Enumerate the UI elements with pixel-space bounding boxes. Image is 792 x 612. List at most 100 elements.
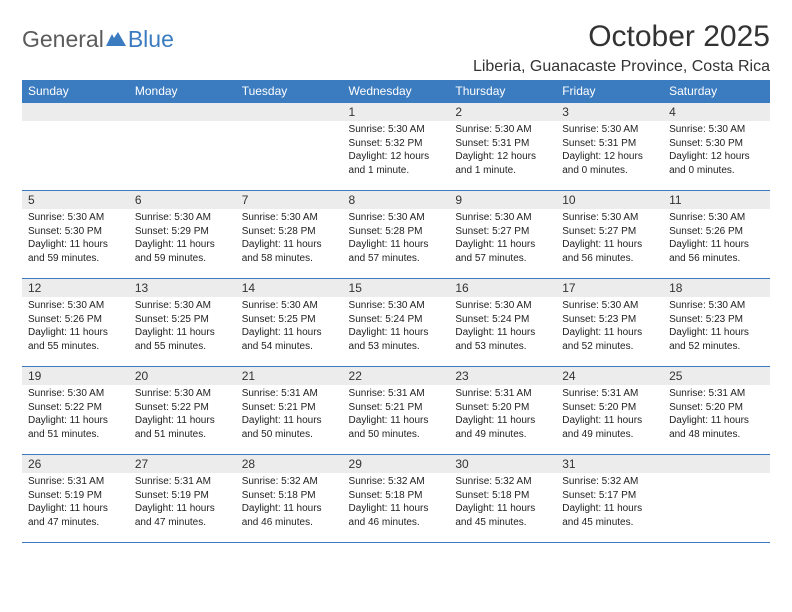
day-number: 20 xyxy=(129,367,236,385)
calendar-day-cell: 19Sunrise: 5:30 AMSunset: 5:22 PMDayligh… xyxy=(22,367,129,455)
daylight-text: Daylight: 11 hours and 58 minutes. xyxy=(242,238,337,265)
calendar-day-cell xyxy=(129,103,236,191)
calendar-day-cell: 28Sunrise: 5:32 AMSunset: 5:18 PMDayligh… xyxy=(236,455,343,543)
calendar-day-cell: 29Sunrise: 5:32 AMSunset: 5:18 PMDayligh… xyxy=(343,455,450,543)
day-number: 19 xyxy=(22,367,129,385)
sunset-text: Sunset: 5:24 PM xyxy=(349,313,444,327)
calendar-day-cell: 12Sunrise: 5:30 AMSunset: 5:26 PMDayligh… xyxy=(22,279,129,367)
day-number: 16 xyxy=(449,279,556,297)
calendar-day-cell: 7Sunrise: 5:30 AMSunset: 5:28 PMDaylight… xyxy=(236,191,343,279)
calendar-week-row: 5Sunrise: 5:30 AMSunset: 5:30 PMDaylight… xyxy=(22,191,770,279)
daylight-text: Daylight: 11 hours and 48 minutes. xyxy=(669,414,764,441)
day-number-empty xyxy=(22,103,129,121)
sunrise-text: Sunrise: 5:30 AM xyxy=(349,123,444,137)
sunset-text: Sunset: 5:25 PM xyxy=(135,313,230,327)
day-details: Sunrise: 5:30 AMSunset: 5:27 PMDaylight:… xyxy=(449,209,556,269)
day-details: Sunrise: 5:30 AMSunset: 5:25 PMDaylight:… xyxy=(129,297,236,357)
sunrise-text: Sunrise: 5:30 AM xyxy=(135,387,230,401)
day-number: 2 xyxy=(449,103,556,121)
day-details: Sunrise: 5:32 AMSunset: 5:17 PMDaylight:… xyxy=(556,473,663,533)
sunrise-text: Sunrise: 5:32 AM xyxy=(562,475,657,489)
day-details: Sunrise: 5:30 AMSunset: 5:31 PMDaylight:… xyxy=(449,121,556,181)
day-number: 8 xyxy=(343,191,450,209)
weekday-header: Thursday xyxy=(449,80,556,103)
sunrise-text: Sunrise: 5:31 AM xyxy=(455,387,550,401)
daylight-text: Daylight: 11 hours and 59 minutes. xyxy=(135,238,230,265)
daylight-text: Daylight: 11 hours and 47 minutes. xyxy=(28,502,123,529)
calendar-day-cell: 13Sunrise: 5:30 AMSunset: 5:25 PMDayligh… xyxy=(129,279,236,367)
month-title: October 2025 xyxy=(473,20,770,54)
daylight-text: Daylight: 11 hours and 52 minutes. xyxy=(669,326,764,353)
sunset-text: Sunset: 5:24 PM xyxy=(455,313,550,327)
sunset-text: Sunset: 5:20 PM xyxy=(455,401,550,415)
sunrise-text: Sunrise: 5:32 AM xyxy=(349,475,444,489)
sunrise-text: Sunrise: 5:31 AM xyxy=(349,387,444,401)
day-details: Sunrise: 5:30 AMSunset: 5:32 PMDaylight:… xyxy=(343,121,450,181)
sunrise-text: Sunrise: 5:30 AM xyxy=(669,211,764,225)
calendar-day-cell: 24Sunrise: 5:31 AMSunset: 5:20 PMDayligh… xyxy=(556,367,663,455)
sunrise-text: Sunrise: 5:30 AM xyxy=(455,299,550,313)
sunrise-text: Sunrise: 5:31 AM xyxy=(28,475,123,489)
day-number: 31 xyxy=(556,455,663,473)
day-details: Sunrise: 5:30 AMSunset: 5:26 PMDaylight:… xyxy=(663,209,770,269)
calendar-day-cell: 17Sunrise: 5:30 AMSunset: 5:23 PMDayligh… xyxy=(556,279,663,367)
logo-text-general: General xyxy=(22,26,104,53)
day-details: Sunrise: 5:30 AMSunset: 5:27 PMDaylight:… xyxy=(556,209,663,269)
calendar-week-row: 1Sunrise: 5:30 AMSunset: 5:32 PMDaylight… xyxy=(22,103,770,191)
day-details: Sunrise: 5:31 AMSunset: 5:20 PMDaylight:… xyxy=(663,385,770,445)
sunset-text: Sunset: 5:31 PM xyxy=(562,137,657,151)
calendar-day-cell xyxy=(22,103,129,191)
sunset-text: Sunset: 5:29 PM xyxy=(135,225,230,239)
day-details: Sunrise: 5:30 AMSunset: 5:30 PMDaylight:… xyxy=(663,121,770,181)
sunrise-text: Sunrise: 5:30 AM xyxy=(349,211,444,225)
daylight-text: Daylight: 11 hours and 55 minutes. xyxy=(28,326,123,353)
calendar-week-row: 12Sunrise: 5:30 AMSunset: 5:26 PMDayligh… xyxy=(22,279,770,367)
day-number: 27 xyxy=(129,455,236,473)
sunrise-text: Sunrise: 5:30 AM xyxy=(562,299,657,313)
sunset-text: Sunset: 5:18 PM xyxy=(349,489,444,503)
sunset-text: Sunset: 5:20 PM xyxy=(562,401,657,415)
day-number: 14 xyxy=(236,279,343,297)
calendar-day-cell: 5Sunrise: 5:30 AMSunset: 5:30 PMDaylight… xyxy=(22,191,129,279)
day-number: 1 xyxy=(343,103,450,121)
sunset-text: Sunset: 5:21 PM xyxy=(242,401,337,415)
calendar-day-cell: 8Sunrise: 5:30 AMSunset: 5:28 PMDaylight… xyxy=(343,191,450,279)
sunset-text: Sunset: 5:31 PM xyxy=(455,137,550,151)
day-number: 5 xyxy=(22,191,129,209)
sunset-text: Sunset: 5:20 PM xyxy=(669,401,764,415)
sunrise-text: Sunrise: 5:30 AM xyxy=(135,211,230,225)
sunset-text: Sunset: 5:23 PM xyxy=(562,313,657,327)
daylight-text: Daylight: 11 hours and 47 minutes. xyxy=(135,502,230,529)
sunset-text: Sunset: 5:18 PM xyxy=(455,489,550,503)
day-number: 11 xyxy=(663,191,770,209)
logo-flag-icon xyxy=(106,32,126,48)
calendar-day-cell: 26Sunrise: 5:31 AMSunset: 5:19 PMDayligh… xyxy=(22,455,129,543)
sunset-text: Sunset: 5:21 PM xyxy=(349,401,444,415)
day-number: 3 xyxy=(556,103,663,121)
daylight-text: Daylight: 11 hours and 54 minutes. xyxy=(242,326,337,353)
day-details: Sunrise: 5:30 AMSunset: 5:24 PMDaylight:… xyxy=(343,297,450,357)
sunset-text: Sunset: 5:18 PM xyxy=(242,489,337,503)
sunrise-text: Sunrise: 5:30 AM xyxy=(28,299,123,313)
daylight-text: Daylight: 11 hours and 49 minutes. xyxy=(455,414,550,441)
day-number: 7 xyxy=(236,191,343,209)
day-details: Sunrise: 5:32 AMSunset: 5:18 PMDaylight:… xyxy=(236,473,343,533)
daylight-text: Daylight: 11 hours and 56 minutes. xyxy=(669,238,764,265)
day-number: 22 xyxy=(343,367,450,385)
daylight-text: Daylight: 11 hours and 46 minutes. xyxy=(349,502,444,529)
sunset-text: Sunset: 5:23 PM xyxy=(669,313,764,327)
day-details: Sunrise: 5:31 AMSunset: 5:21 PMDaylight:… xyxy=(343,385,450,445)
day-number-empty xyxy=(236,103,343,121)
sunrise-text: Sunrise: 5:30 AM xyxy=(669,123,764,137)
calendar-day-cell: 14Sunrise: 5:30 AMSunset: 5:25 PMDayligh… xyxy=(236,279,343,367)
sunset-text: Sunset: 5:19 PM xyxy=(28,489,123,503)
day-details: Sunrise: 5:30 AMSunset: 5:22 PMDaylight:… xyxy=(129,385,236,445)
day-number-empty xyxy=(663,455,770,473)
sunset-text: Sunset: 5:27 PM xyxy=(562,225,657,239)
sunrise-text: Sunrise: 5:30 AM xyxy=(562,123,657,137)
sunrise-text: Sunrise: 5:32 AM xyxy=(455,475,550,489)
sunset-text: Sunset: 5:26 PM xyxy=(669,225,764,239)
sunrise-text: Sunrise: 5:30 AM xyxy=(28,387,123,401)
sunrise-text: Sunrise: 5:31 AM xyxy=(562,387,657,401)
day-number: 4 xyxy=(663,103,770,121)
